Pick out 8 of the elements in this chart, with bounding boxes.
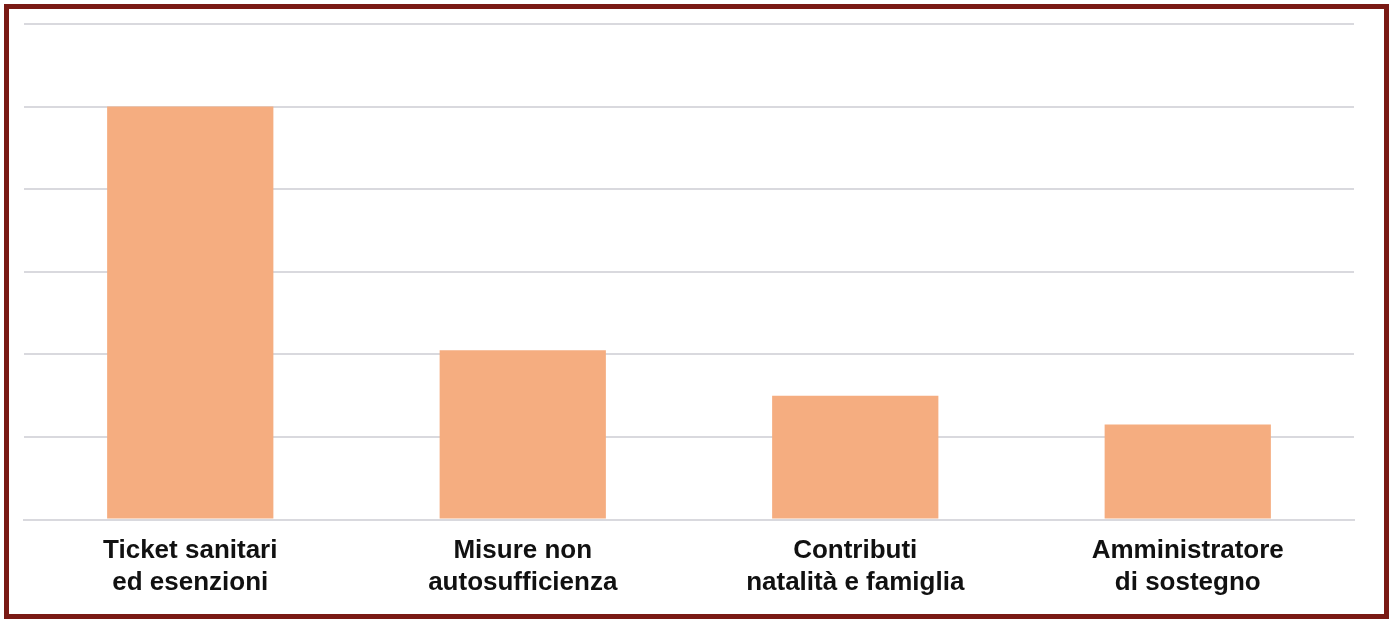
x-tick-label: Amministratore di sostegno [1091,534,1284,596]
bar [439,350,606,519]
bar [1104,424,1271,519]
bar [107,106,274,519]
x-tick-label: Misure non autosufficienza [428,534,618,596]
x-tick-label: Ticket sanitari ed esenzioni [103,534,278,596]
x-tick-label: Contributi natalità e famiglia [746,534,965,596]
bar [772,395,939,519]
